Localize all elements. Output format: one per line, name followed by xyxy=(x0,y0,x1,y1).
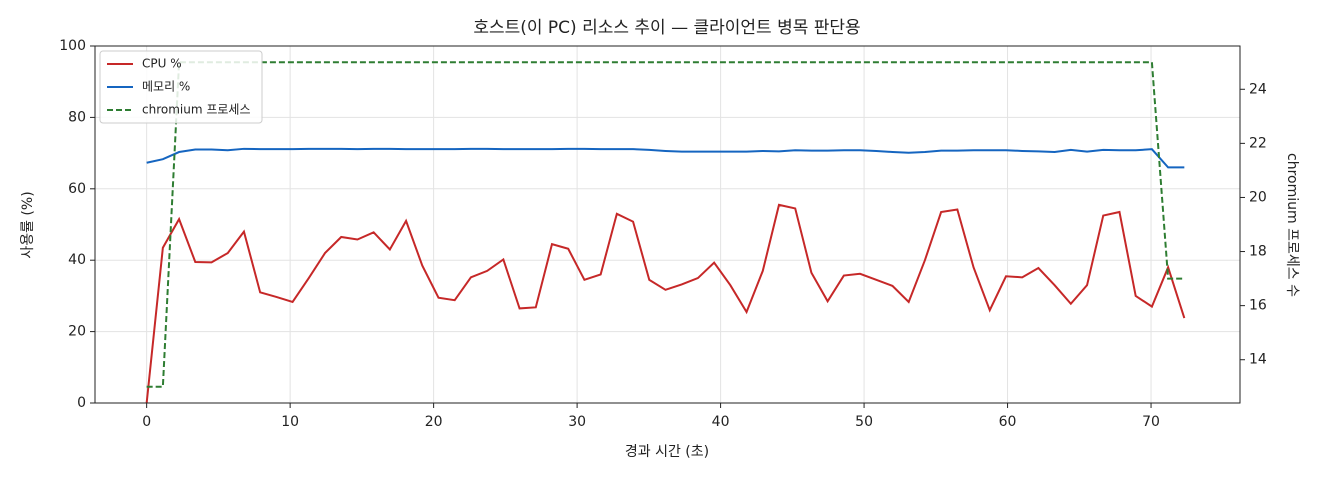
series-line xyxy=(146,61,1185,388)
x-tick-label: 0 xyxy=(142,414,151,430)
y2-tick-label: 14 xyxy=(1249,352,1267,368)
x-tick-label: 50 xyxy=(855,414,873,430)
y-axis-label: 사용률 (%) xyxy=(20,191,36,258)
y-tick-label: 100 xyxy=(59,38,86,54)
series-line xyxy=(146,147,1185,169)
legend-label: CPU % xyxy=(142,57,182,71)
legend-label: chromium 프로세스 xyxy=(142,103,251,117)
legend-label: 메모리 % xyxy=(142,80,190,94)
chart-title: 호스트(이 PC) 리소스 추이 — 클라이언트 병목 판단용 xyxy=(473,18,860,38)
y2-tick-label: 20 xyxy=(1249,189,1267,205)
x-tick-label: 30 xyxy=(568,414,586,430)
y2-tick-label: 16 xyxy=(1249,298,1267,314)
x-tick-label: 40 xyxy=(712,414,730,430)
x-tick-label: 10 xyxy=(281,414,299,430)
y2-tick-label: 18 xyxy=(1249,244,1267,260)
x-axis-label: 경과 시간 (초) xyxy=(625,444,709,460)
y2-tick-label: 22 xyxy=(1249,135,1267,151)
y2-tick-label: 24 xyxy=(1249,81,1267,97)
plot-frame xyxy=(94,45,1241,404)
x-tick-label: 20 xyxy=(425,414,443,430)
legend-box xyxy=(99,50,263,124)
y-tick-label: 20 xyxy=(68,324,86,340)
y2-axis-label: chromium 프로세스 수 xyxy=(1284,153,1300,297)
y-tick-label: 80 xyxy=(68,109,86,125)
y-tick-label: 0 xyxy=(77,395,86,411)
series-line xyxy=(145,203,1186,404)
y-tick-label: 60 xyxy=(68,181,86,197)
x-tick-label: 70 xyxy=(1142,414,1160,430)
x-tick-label: 60 xyxy=(999,414,1017,430)
y-tick-label: 40 xyxy=(68,252,86,268)
